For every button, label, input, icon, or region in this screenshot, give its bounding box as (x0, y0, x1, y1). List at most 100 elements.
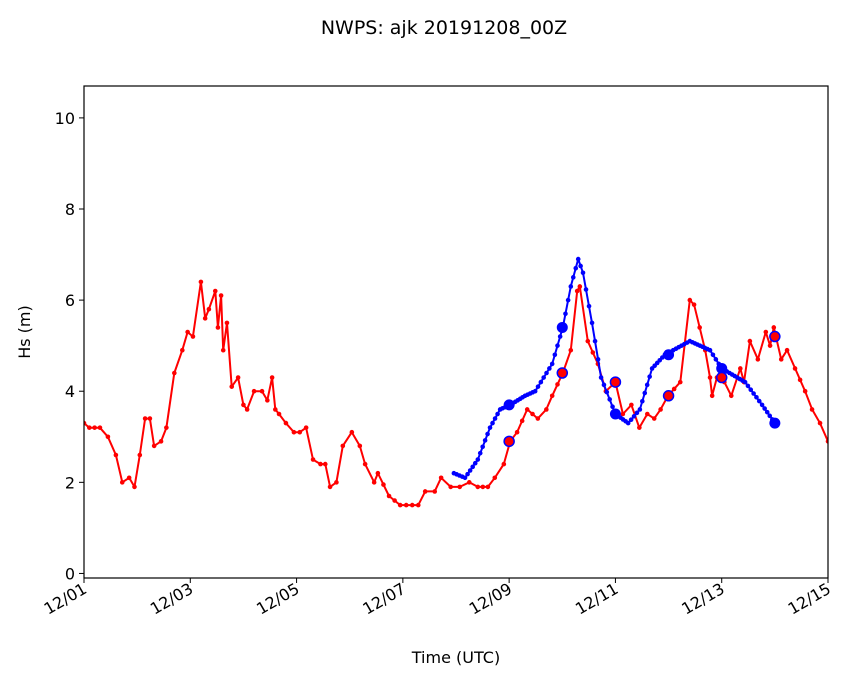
observed-point (212, 288, 218, 294)
observed-point (697, 325, 702, 330)
observed-point (276, 411, 282, 417)
observed-point (92, 425, 97, 430)
model-point (625, 420, 631, 426)
y-tick-label: 6 (65, 291, 75, 310)
observed-daily-marker (609, 376, 622, 388)
observed-point (340, 443, 346, 449)
observed-point (283, 420, 289, 426)
model-point (532, 388, 538, 394)
observed-point (457, 484, 463, 490)
observed-point (480, 484, 486, 490)
observed-point (585, 338, 591, 344)
observed-point (466, 480, 472, 485)
model-point (490, 420, 495, 426)
model-point (637, 407, 643, 412)
observed-point (172, 370, 177, 376)
x-axis-label: Time (UTC) (411, 648, 500, 667)
model-point (487, 425, 493, 430)
observed-point (265, 398, 270, 403)
observed-point (620, 411, 626, 417)
observed-point (809, 407, 815, 412)
model-point (598, 375, 604, 380)
observed-point (677, 379, 683, 385)
observed-point (113, 452, 119, 458)
observed-point (220, 347, 226, 353)
model-point (480, 444, 485, 450)
observed-point (409, 502, 415, 508)
model-point (470, 464, 475, 470)
observed-point (97, 425, 103, 430)
observed-point (438, 475, 444, 481)
observed-point (229, 384, 235, 389)
observed-point (709, 393, 715, 399)
observed-point (190, 334, 196, 339)
model-daily-marker (716, 362, 728, 374)
model-daily-marker (663, 349, 675, 361)
observed-point (671, 386, 677, 392)
observed-point (755, 357, 761, 362)
y-tick-label: 0 (65, 564, 75, 583)
model-point (595, 357, 601, 362)
observed-point (645, 411, 650, 417)
model-point (748, 387, 754, 393)
observed-point (728, 393, 734, 399)
observed-point (817, 420, 823, 426)
model-point (547, 366, 552, 371)
model-point (586, 303, 592, 309)
observed-point (327, 484, 333, 490)
model-point (544, 370, 549, 376)
observed-series-line (84, 280, 828, 507)
model-point (634, 410, 640, 416)
observed-point (738, 366, 743, 371)
observed-point (206, 306, 212, 312)
observed-point (629, 402, 634, 408)
observed-point (241, 402, 246, 408)
model-point (631, 413, 637, 419)
observed-point (202, 316, 208, 321)
observed-daily-marker (715, 371, 728, 384)
observed-point (577, 284, 583, 289)
observed-point (747, 338, 753, 344)
observed-point (105, 434, 111, 440)
model-point (592, 338, 598, 344)
observed-point (524, 407, 530, 412)
model-point (557, 334, 563, 339)
x-tick-label: 12/13 (678, 579, 727, 619)
observed-point (269, 375, 275, 380)
observed-point (707, 375, 713, 380)
model-point (492, 416, 498, 421)
x-tick-label: 12/01 (41, 579, 90, 619)
observed-point (448, 484, 453, 490)
observed-point (778, 357, 784, 362)
model-point (707, 347, 713, 353)
observed-point (180, 347, 185, 353)
x-tick-label: 12/11 (572, 579, 621, 619)
observed-point (147, 416, 153, 421)
observed-point (371, 480, 377, 485)
observed-point (297, 429, 303, 435)
model-point (552, 352, 558, 358)
observed-point (198, 279, 204, 285)
observed-point (303, 425, 309, 430)
observed-point (334, 480, 339, 485)
observed-point (485, 484, 491, 490)
observed-point (185, 329, 190, 335)
observed-point (318, 461, 323, 467)
model-point (583, 287, 589, 292)
observed-point (767, 343, 773, 348)
observed-point (475, 484, 481, 490)
model-daily-marker (609, 408, 621, 420)
model-point (465, 471, 470, 477)
y-axis-label: Hs (m) (15, 305, 34, 359)
observed-point (432, 489, 438, 494)
model-point (477, 450, 483, 456)
observed-point (132, 484, 137, 490)
observed-point (164, 425, 169, 430)
model-point (549, 361, 555, 367)
model-point (482, 438, 488, 443)
observed-point (244, 407, 250, 412)
x-tick-label: 12/15 (785, 579, 834, 619)
observed-point (519, 418, 525, 424)
model-point (475, 457, 481, 462)
observed-point (422, 489, 428, 494)
